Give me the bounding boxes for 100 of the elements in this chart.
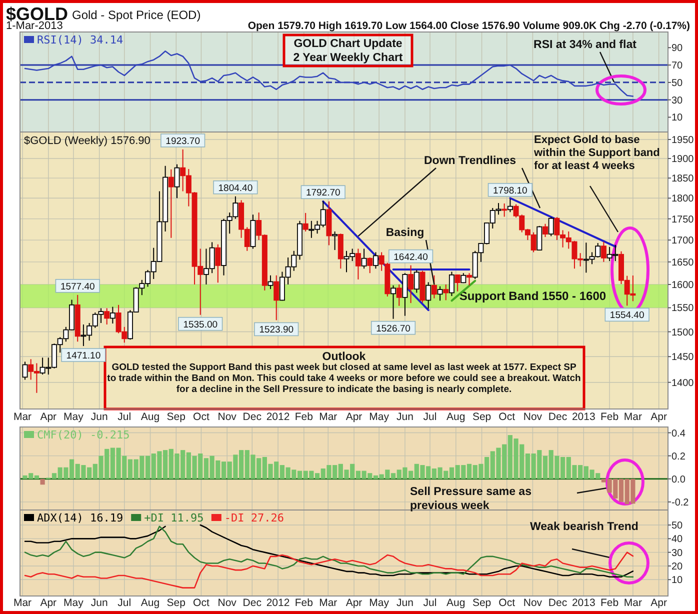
- x-tick-label: Jul: [423, 411, 437, 423]
- y-tick-label: 1500: [672, 327, 694, 338]
- x-tick-label: Mar: [624, 411, 642, 423]
- annotation: Sell Pressure same as previous week: [410, 486, 532, 514]
- candlestick: [536, 225, 542, 251]
- candlestick: [466, 272, 472, 286]
- y-tick-label: 1600: [672, 280, 694, 291]
- annotation: 1554.40: [610, 310, 644, 322]
- x-tick-label: Oct: [193, 597, 210, 609]
- x-tick-label: Jun: [396, 597, 414, 609]
- candlestick: [548, 216, 554, 237]
- candlestick: [443, 284, 449, 301]
- x-tick-label: 2012: [266, 411, 290, 423]
- annotation: 1792.70: [306, 188, 340, 199]
- x-tick-label: Aug: [140, 411, 160, 423]
- candlestick: [437, 286, 443, 302]
- legend-label: +DI 11.95: [144, 512, 204, 524]
- candlestick: [372, 252, 378, 270]
- y-tick-label: 1650: [672, 257, 694, 268]
- x-tick-label: Mar: [319, 597, 338, 609]
- band-label: Support Band 1550 - 1600: [459, 289, 606, 304]
- candlestick: [361, 248, 367, 270]
- y-tick-label: 1700: [672, 236, 694, 247]
- y-tick-label: 1900: [672, 154, 694, 166]
- x-tick-label: Apr: [40, 597, 58, 609]
- y-tick-label: 10: [672, 112, 684, 124]
- x-tick-label: Oct: [193, 411, 210, 423]
- chart-title: $GOLD (Weekly) 1576.90: [24, 135, 150, 147]
- candlestick: [426, 282, 432, 310]
- text: 1-Mar-2013: [6, 20, 63, 32]
- annotation: 1642.40: [394, 252, 428, 263]
- x-tick-label: Sep: [166, 597, 186, 609]
- bar: [40, 478, 45, 485]
- annotation: Weak bearish Trend: [530, 521, 640, 535]
- x-tick-label: Nov: [523, 597, 543, 609]
- x-tick-label: Apr: [346, 411, 363, 423]
- candlestick: [104, 308, 110, 325]
- x-tick-label: Mar: [319, 411, 338, 423]
- legend-label: ADX(14) 16.19: [37, 512, 124, 524]
- line-series: [24, 50, 634, 97]
- candlestick: [600, 241, 606, 262]
- y-tick-label: 90: [672, 43, 684, 54]
- y-tick-label: 50: [672, 78, 684, 89]
- x-tick-label: Feb: [294, 597, 314, 609]
- x-tick-label: Nov: [218, 597, 238, 609]
- x-tick-label: Apr: [346, 597, 363, 609]
- x-tick-label: Jul: [118, 411, 132, 423]
- y-tick-label: 1400: [672, 378, 694, 389]
- x-tick-label: Jul: [118, 597, 132, 609]
- legend-label: RSI(14) 34.14: [37, 34, 124, 46]
- candlestick: [414, 269, 420, 294]
- annotation: GOLD Chart Update: [294, 38, 402, 50]
- annotation: 1526.70: [376, 323, 410, 334]
- candlestick: [448, 271, 454, 297]
- x-tick-label: Feb: [600, 411, 619, 423]
- candlestick: [367, 256, 373, 274]
- y-tick-label: 1550: [672, 303, 694, 314]
- candlestick: [542, 223, 548, 238]
- candlestick: [402, 272, 408, 316]
- annotation: 1798.10: [493, 185, 528, 196]
- candlestick: [396, 284, 402, 306]
- x-tick-label: Sep: [472, 411, 492, 423]
- y-tick-label: 30: [672, 548, 684, 559]
- x-tick-label: Jun: [396, 411, 414, 423]
- x-tick-label: Sep: [166, 411, 186, 423]
- x-tick-label: Aug: [140, 597, 160, 609]
- x-tick-label: Aug: [446, 597, 466, 609]
- x-tick-label: Jun: [90, 411, 108, 423]
- line-series: [24, 552, 634, 588]
- x-tick-label: Jul: [423, 597, 437, 609]
- x-tick-label: Sep: [472, 597, 492, 609]
- x-tick-label: Feb: [600, 597, 619, 609]
- y-tick-label: 0.2: [672, 451, 686, 462]
- x-tick-label: Mar: [13, 411, 32, 423]
- x-tick-label: Jun: [90, 597, 108, 609]
- y-tick-label: 50: [672, 520, 684, 532]
- x-tick-label: Dec: [242, 597, 262, 609]
- x-tick-label: Oct: [498, 411, 516, 423]
- y-tick-label: 1450: [672, 352, 694, 364]
- annotation: 1804.40: [218, 182, 253, 194]
- x-tick-label: Oct: [498, 597, 516, 609]
- y-tick-label: 40: [672, 534, 684, 546]
- candlestick: [274, 274, 280, 321]
- candlestick: [22, 361, 28, 380]
- annotation: Down Trendlines: [424, 155, 516, 167]
- x-tick-label: Feb: [294, 411, 314, 423]
- annotation: GOLD tested the Support Band this past week but closed at same level as last week at 1577. Expect SP to trade within the Band on Mon. This could take 4 weeks or more before we could see a breakout. Watch for a decline in the Sell Pressure to indicate the basing is nearly complete.: [107, 362, 581, 396]
- x-tick-label: Mar: [624, 597, 642, 609]
- x-tick-label: Dec: [548, 597, 568, 609]
- x-tick-label: 2013: [572, 597, 596, 609]
- candlestick: [332, 230, 338, 251]
- x-tick-label: 2012: [266, 597, 290, 609]
- annotation: RSI at 34% and flat: [534, 39, 637, 51]
- y-tick-label: 10: [672, 575, 684, 586]
- candlestick: [268, 274, 274, 290]
- text: Open 1579.70 High 1619.70 Low 1564.00 Close 1576.90 Volume 909.0K Chg -2.70 (-0.17%): [248, 20, 690, 32]
- candlestick: [454, 274, 460, 292]
- candlestick: [215, 244, 221, 284]
- candlestick: [302, 212, 308, 232]
- x-tick-label: May: [64, 411, 84, 423]
